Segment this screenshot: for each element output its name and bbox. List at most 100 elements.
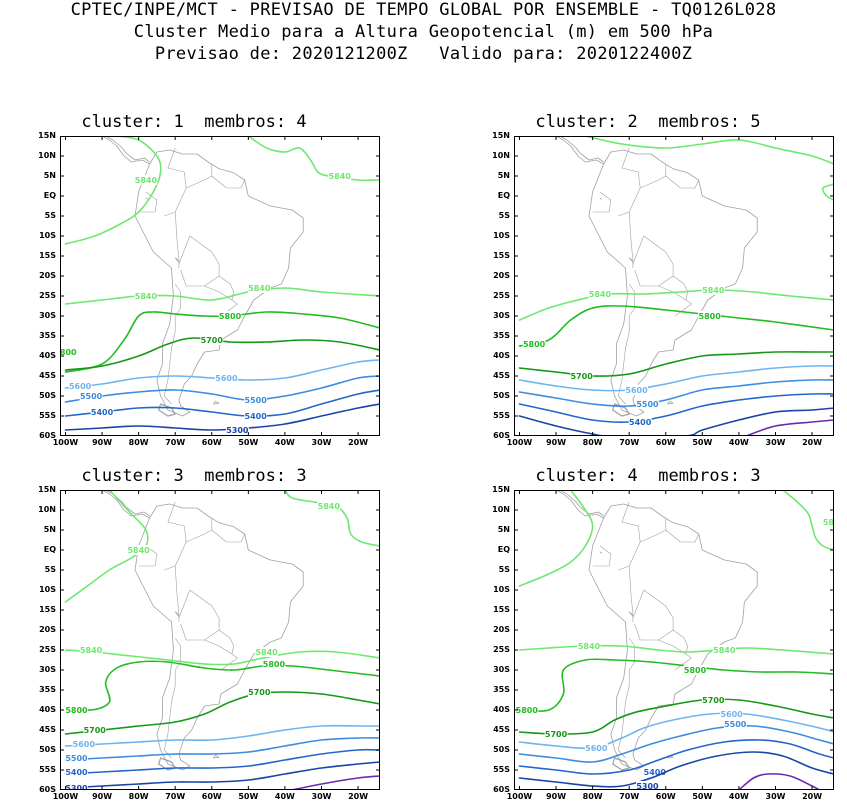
contour-5840 [821, 183, 834, 201]
country-border [174, 565, 180, 622]
contour-label-bg [584, 743, 608, 753]
island [174, 611, 180, 617]
contour-label-bg [720, 709, 743, 719]
contour-5840 [64, 649, 380, 666]
country-border [186, 529, 212, 543]
contour-label: 5840 [589, 290, 612, 299]
contour-label: 5400 [245, 412, 268, 421]
contour-5600 [518, 712, 834, 750]
lat-label: 20S [39, 271, 56, 280]
contour-label: 5840 [255, 648, 278, 657]
lon-label: 20W [802, 438, 823, 447]
map-canvas: 5840584058405800580057005700560056005500… [514, 490, 834, 790]
map-frame [514, 136, 834, 436]
island [599, 197, 603, 200]
contour-5800 [518, 658, 834, 712]
lat-label: 10S [493, 231, 510, 240]
contour-5800 [64, 660, 380, 711]
contour-label: 5400 [91, 408, 114, 417]
lat-label: 55S [39, 411, 56, 420]
contour-5600 [518, 365, 834, 392]
country-border [640, 529, 666, 543]
lat-label: 5S [44, 565, 56, 574]
contour-label-bg [200, 335, 224, 345]
contour-label: 5600 [720, 710, 743, 719]
lat-label: 5S [498, 565, 510, 574]
lat-label: 25S [39, 645, 56, 654]
lat-label: 20S [493, 271, 510, 280]
contour-label: 5500 [80, 392, 103, 401]
coastline-central-america [101, 136, 150, 165]
contour-5400 [518, 739, 834, 775]
country-border [632, 235, 674, 287]
lat-label: 40S [493, 351, 510, 360]
tierra-del-fuego [158, 403, 176, 417]
contour-label: 5400 [629, 418, 652, 427]
lon-label: 20W [348, 792, 369, 801]
contour-label: 5500 [65, 754, 88, 763]
contour-5500 [64, 375, 380, 403]
coastline [134, 503, 304, 771]
country-border [592, 545, 612, 567]
contour-label: 5400 [65, 768, 88, 777]
contour-label: 5700 [545, 730, 568, 739]
lon-label: 50W [238, 438, 259, 447]
country-border [632, 589, 674, 641]
lat-label: 30S [39, 665, 56, 674]
lat-label: 45S [39, 725, 56, 734]
contour-label-bg [683, 665, 707, 675]
lat-label: 55S [39, 765, 56, 774]
lat-label: 50S [39, 391, 56, 400]
country-border [617, 637, 635, 759]
lat-label: 40S [493, 705, 510, 714]
lat-label: 35S [39, 685, 56, 694]
lon-label: 60W [655, 792, 676, 801]
lon-label: 30W [765, 792, 786, 801]
lat-label: EQ [497, 545, 510, 554]
lat-label: 25S [493, 645, 510, 654]
contour-label: 5840 [823, 518, 834, 527]
lat-label: 60S [39, 431, 56, 440]
contour-label-bg [218, 311, 242, 321]
lon-label: 80W [582, 792, 603, 801]
panel-title: cluster: 1 membros: 4 [81, 112, 307, 132]
country-border [163, 637, 181, 759]
lat-label: 5S [44, 211, 56, 220]
lon-label: 60W [201, 792, 222, 801]
lat-label: 15S [39, 251, 56, 260]
country-border [592, 191, 612, 213]
contour-label-bg [65, 767, 88, 777]
map-frame [60, 136, 380, 436]
contour-5200 [745, 419, 834, 436]
coastline [588, 149, 758, 417]
lat-label: 5N [497, 171, 510, 180]
contour-label-bg [79, 391, 103, 401]
contour-label-bg [247, 283, 271, 293]
contour-label-bg [636, 399, 659, 409]
contour-5700 [64, 691, 380, 735]
contour-label-bg [244, 395, 268, 405]
contour-label: 5840 [135, 292, 158, 301]
country-border [618, 147, 641, 217]
contour-label: 5300 [226, 426, 249, 435]
map-frame [60, 490, 380, 790]
country-border [665, 164, 699, 189]
country-border [204, 629, 234, 655]
contour-label: 5500 [636, 400, 659, 409]
contour-label-bg [72, 739, 96, 749]
island [213, 754, 220, 759]
lat-label: 30S [493, 311, 510, 320]
lat-label: 45S [39, 371, 56, 380]
lat-label: 10N [492, 151, 510, 160]
contour-label-bg [90, 407, 114, 417]
lat-label: 20S [493, 625, 510, 634]
contour-5400 [64, 748, 380, 775]
header-line2: Cluster Medio para a Altura Geopotencial… [133, 22, 714, 42]
contour-5700 [518, 351, 834, 377]
contour-label: 5840 [318, 502, 341, 511]
contour-label-bg [588, 289, 612, 299]
contour-label: 5840 [80, 646, 103, 655]
lat-label: EQ [43, 545, 56, 554]
lon-label: 100W [52, 792, 79, 801]
lat-label: 60S [39, 785, 56, 794]
